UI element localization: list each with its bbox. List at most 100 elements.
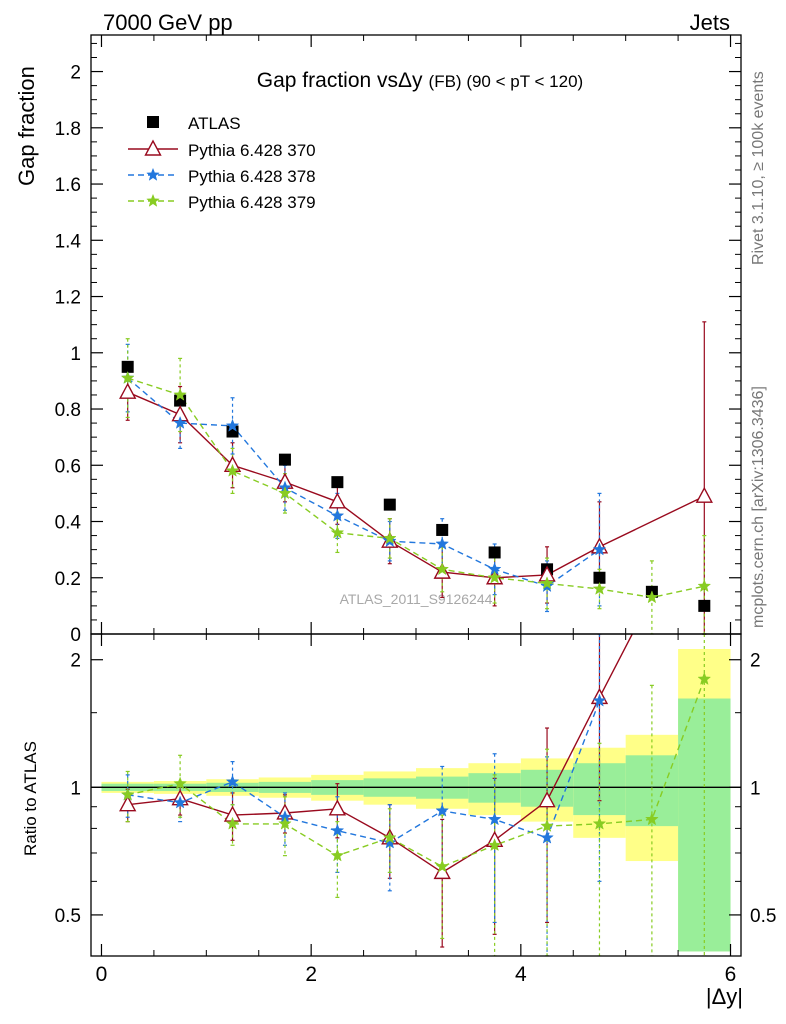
data-marker [119,795,137,812]
y-tick-label: 0.4 [55,513,82,534]
data-marker [487,570,502,584]
data-marker [119,382,137,399]
data-marker [225,463,240,477]
main-panel-series [119,321,713,635]
ratio-tick-label-right: 0.5 [750,906,776,927]
data-marker [225,816,240,830]
data-marker [146,167,160,181]
y-tick-label: 2 [70,63,81,84]
data-marker [435,536,450,550]
data-marker [697,578,712,593]
ratio-series-line [127,678,705,868]
x-tick-label: 6 [725,963,737,986]
data-marker [540,576,554,590]
data-marker [330,848,345,862]
data-marker [278,486,292,500]
data-marker [173,776,187,790]
data-marker [173,795,187,809]
data-marker [173,415,187,429]
mcplots-source-label: mcplots.cern.ch [arXiv:1306.3436] [750,386,767,628]
data-marker [593,571,606,584]
axes-ticks: 0 2 4 6 0 0.2 0.4 0.6 0.8 1 1.2 1.4 1.6 1.8 2 0.5 0.5 1 1 2… [55,35,776,986]
data-marker [147,116,159,128]
data-marker [488,546,501,559]
rivet-version-label: Rivet 3.1.10, ≥ 100k events [750,71,767,265]
ratio-series-line [127,700,601,844]
data-marker [592,816,607,830]
legend-label: ATLAS [188,114,241,133]
data-marker [382,830,397,844]
y-tick-label: 0.8 [55,400,81,421]
y-tick-label: 1 [70,344,81,365]
data-marker [144,139,162,156]
ratio-tick-label-right: 2 [750,651,761,672]
y-tick-label: 0.6 [55,456,81,477]
data-marker [278,816,292,830]
ratio-tick-label-left: 1 [70,778,81,799]
ratio-panel-frame [90,633,742,957]
data-marker [592,581,607,595]
data-marker [225,418,240,432]
legend-label: Pythia 6.428 370 [188,141,316,160]
data-marker [435,803,450,817]
data-marker [173,387,187,401]
data-marker [328,799,347,816]
data-marker [120,787,135,801]
data-marker [487,838,502,852]
legend-label: Pythia 6.428 379 [188,193,316,212]
data-marker [382,531,397,545]
ratio-series-clip [119,634,712,956]
data-marker [538,791,556,808]
y-tick-label: 0.2 [55,569,81,590]
data-marker [330,525,345,539]
data-marker [540,818,554,833]
series-line [127,391,705,579]
data-marker [645,590,659,604]
x-tick-label: 0 [96,963,108,986]
y-tick-label: 1.4 [55,231,82,252]
y-tick-label: 1.8 [55,119,81,140]
data-marker [382,835,397,849]
ratio-tick-label-left: 2 [70,651,81,672]
data-marker [225,774,240,788]
data-marker [330,508,345,522]
data-marker [698,599,711,612]
ratio-y-axis-label: Ratio to ATLAS [21,741,40,856]
ratio-uncertainty-bands [91,649,741,952]
y-axis-label: Gap fraction [14,66,39,186]
data-marker [146,193,160,207]
x-tick-label: 2 [305,963,317,986]
data-marker [120,370,135,384]
data-marker [330,823,345,837]
ratio-inner-band [678,698,731,952]
data-marker [487,812,502,826]
header-process: Jets [690,10,730,35]
legend-label: Pythia 6.428 378 [188,167,316,186]
data-marker [695,486,713,503]
data-marker [592,542,607,556]
ratio-panel-series [119,634,712,956]
y-tick-label: 1.6 [55,175,81,196]
series-line [127,377,705,599]
data-marker [328,492,347,509]
header-energy: 7000 GeV pp [103,10,233,35]
data-marker [121,360,134,373]
analysis-watermark: ATLAS_2011_S9126244 [340,591,493,607]
series-line [127,377,600,587]
ratio-tick-label-left: 0.5 [55,906,81,927]
data-marker [278,453,291,466]
data-marker [383,498,396,511]
data-marker [592,693,607,707]
data-marker [697,671,712,685]
data-marker [435,562,450,576]
legend: ATLAS Pythia 6.428 370 Pythia 6.428 378 Pyt… [128,114,316,212]
chart-title: Gap fraction vsΔy (FB) (90 < pT < 120) [257,69,583,92]
data-marker [435,859,450,873]
x-tick-label: 4 [515,963,527,986]
x-axis-label: |Δy| [706,984,743,1009]
data-marker [540,830,554,844]
data-marker [331,476,344,489]
y-tick-label: 0 [70,625,81,646]
y-tick-label: 1.2 [55,288,81,309]
